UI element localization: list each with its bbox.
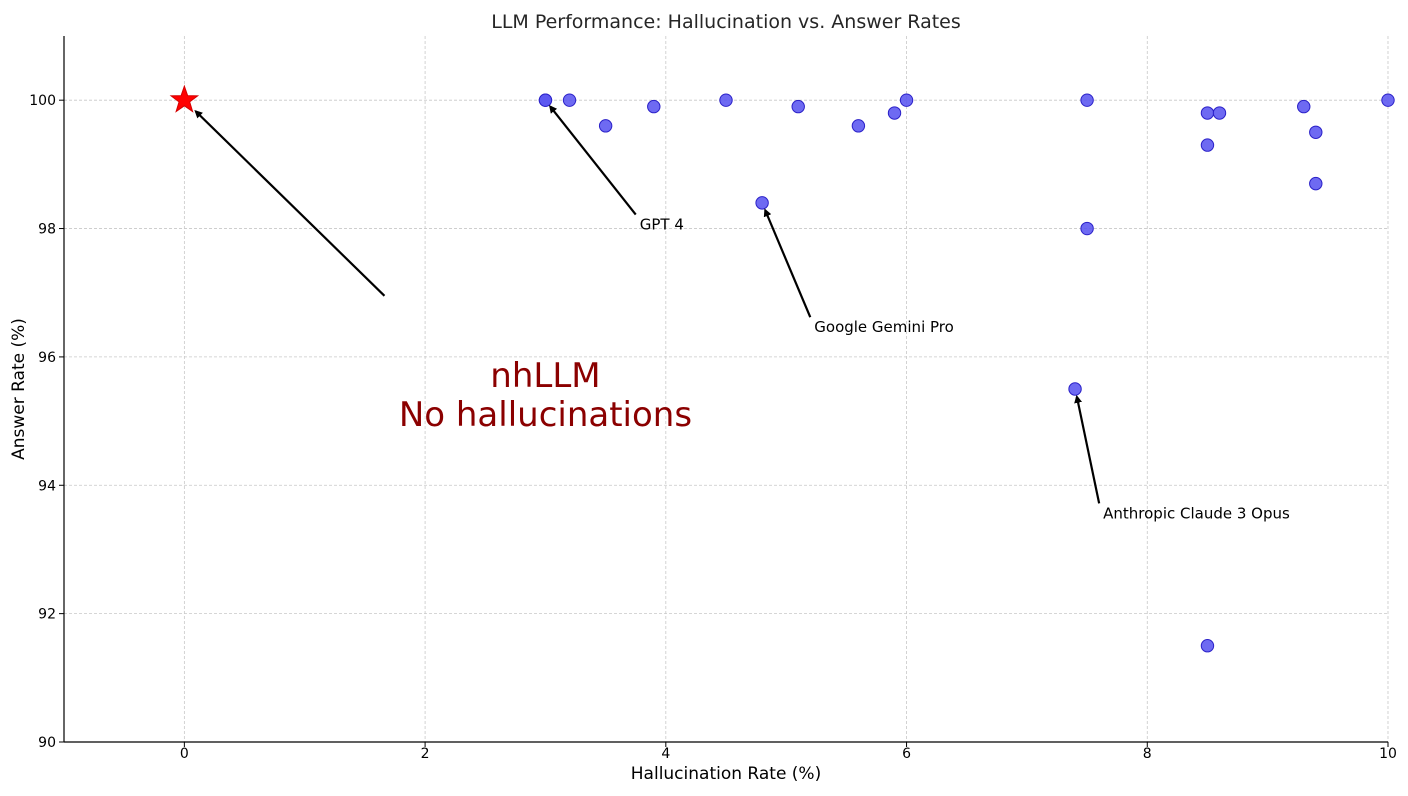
callout-label: No hallucinations bbox=[399, 395, 692, 435]
x-tick-label: 8 bbox=[1143, 746, 1152, 762]
annotation-arrow bbox=[1074, 394, 1101, 504]
x-tick-label: 10 bbox=[1379, 746, 1397, 762]
x-tick-label: 0 bbox=[180, 746, 189, 762]
scatter-point bbox=[851, 119, 866, 133]
scatter-point bbox=[755, 196, 769, 210]
scatter-point bbox=[647, 99, 661, 114]
x-tick-label: 4 bbox=[661, 746, 670, 762]
annotation-arrow bbox=[549, 105, 637, 216]
scatter-point bbox=[1080, 93, 1094, 107]
scatter-point bbox=[1212, 106, 1227, 120]
y-tick-label: 98 bbox=[38, 222, 56, 238]
callout-arrow bbox=[194, 109, 386, 297]
y-tick-label: 92 bbox=[38, 607, 56, 623]
scatter-point bbox=[1200, 106, 1215, 120]
scatter-point bbox=[1200, 138, 1215, 152]
nhllm-star-point bbox=[169, 84, 200, 113]
axes: 0 2 4 6 8 10 90 92 94 96 98 100 bbox=[29, 36, 1397, 762]
scatter-point bbox=[1080, 221, 1094, 236]
annotation-label: GPT 4 bbox=[640, 216, 684, 234]
data-points bbox=[169, 84, 1395, 653]
y-tick-label: 90 bbox=[38, 735, 56, 751]
scatter-point bbox=[1309, 125, 1323, 139]
annotations: GPT 4 Google Gemini Pro Anthropic Claude 3… bbox=[194, 105, 1290, 522]
annotation-arrow bbox=[763, 208, 812, 318]
x-tick-label: 2 bbox=[421, 746, 430, 762]
annotation-label: Anthropic Claude 3 Opus bbox=[1103, 504, 1290, 522]
scatter-point bbox=[791, 99, 805, 114]
scatter-point bbox=[598, 119, 613, 133]
scatter-point bbox=[1200, 639, 1215, 653]
scatter-point bbox=[562, 93, 577, 107]
scatter-point bbox=[538, 93, 553, 107]
x-axis-label: Hallucination Rate (%) bbox=[631, 764, 821, 784]
annotation-label: Google Gemini Pro bbox=[814, 318, 954, 336]
y-tick-label: 100 bbox=[29, 93, 56, 109]
scatter-point bbox=[1068, 382, 1082, 396]
scatter-point bbox=[719, 93, 733, 107]
callout-label: nhLLM bbox=[490, 356, 600, 396]
chart-title: LLM Performance: Hallucination vs. Answe… bbox=[491, 11, 961, 33]
scatter-point bbox=[887, 106, 902, 120]
x-tick-label: 6 bbox=[902, 746, 911, 762]
grid bbox=[64, 36, 1389, 743]
scatter-point bbox=[1309, 176, 1323, 191]
scatter-point bbox=[1297, 99, 1311, 114]
scatter-point bbox=[1381, 93, 1395, 107]
y-axis-label: Answer Rate (%) bbox=[9, 318, 29, 460]
y-tick-label: 96 bbox=[38, 350, 56, 366]
scatter-point bbox=[899, 93, 914, 107]
y-tick-label: 94 bbox=[38, 478, 56, 494]
